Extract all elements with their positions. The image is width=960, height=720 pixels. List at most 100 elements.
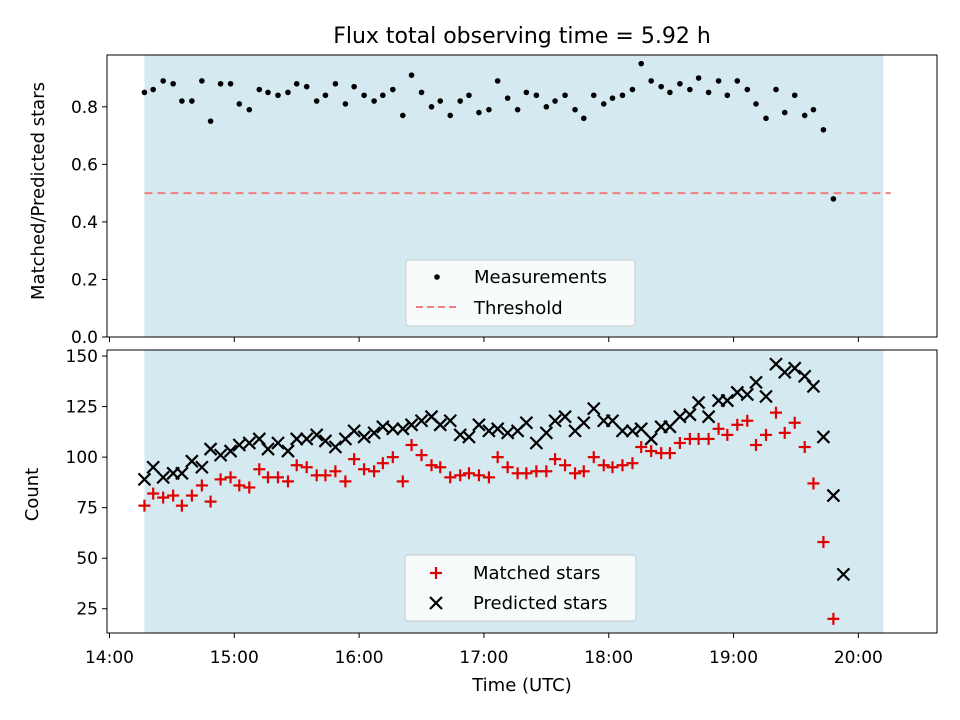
cross-stroke [318, 434, 333, 448]
matched-star-point [138, 499, 151, 512]
matched-star-point [425, 459, 438, 472]
matched-star-point [253, 463, 266, 476]
predicted-star-point [299, 432, 314, 446]
predicted-star-point [242, 436, 257, 450]
matched-star-point [577, 465, 590, 478]
matched-star-point [157, 491, 170, 504]
measurement-point [400, 112, 406, 119]
matched-star-point [587, 451, 600, 464]
predicted-star-point [673, 409, 687, 424]
measurement-point [486, 106, 492, 113]
cross-stroke [462, 430, 476, 444]
measurement-point [600, 101, 607, 107]
cross-stroke [429, 596, 443, 610]
measurement-points [141, 60, 837, 202]
cross-stroke [605, 413, 620, 428]
matched-star-point [540, 465, 553, 478]
matched-star-point [569, 467, 582, 480]
matched-star-point [750, 439, 763, 452]
predicted-star-point [787, 361, 802, 375]
predicted-star-point [185, 454, 199, 468]
measurement-point [715, 78, 722, 84]
predicted-star-point [539, 426, 554, 440]
x-tick-label: 14:00 [85, 648, 134, 668]
predicted-star-point [615, 424, 630, 438]
cross-stroke [376, 420, 390, 434]
matched-star-point [434, 461, 447, 474]
cross-stroke [644, 432, 658, 446]
matched-star-point [415, 449, 428, 462]
x-tick-label: 15:00 [210, 648, 259, 668]
x-tick-label: 18:00 [584, 648, 633, 668]
matched-star-point [167, 489, 180, 502]
predicted-star-point [386, 422, 400, 436]
cross-stroke [730, 385, 745, 400]
count-legend-box [404, 554, 637, 622]
count-y-tick-label: 150 [66, 347, 98, 367]
cross-stroke [386, 422, 400, 436]
measurement-point [303, 83, 310, 90]
measurement-point [677, 80, 683, 87]
predicted-star-point [490, 422, 505, 436]
cross-stroke [586, 401, 601, 416]
predicted-star-point [644, 432, 658, 446]
predicted-star-point [558, 409, 572, 424]
matched-star-point [482, 471, 495, 484]
cross-stroke [539, 426, 554, 440]
matched-star-point [290, 459, 303, 472]
cross-stroke [443, 413, 458, 428]
cross-stroke [500, 426, 515, 440]
measurement-point [667, 89, 673, 96]
predicted-star-point [836, 567, 851, 582]
predicted-star-point [289, 432, 304, 446]
measurement-point [275, 92, 281, 99]
measurement-point [437, 98, 444, 104]
predicted-star-point [137, 472, 152, 487]
cross-stroke [625, 424, 640, 438]
measurements-legend-marker [434, 274, 440, 280]
x-tick-label: 16:00 [335, 648, 384, 668]
predicted-star-point [749, 375, 763, 390]
measurement-point [734, 78, 741, 84]
cross-stroke [347, 424, 361, 438]
ratio-plot-frame [106, 54, 938, 338]
cross-stroke [404, 418, 419, 432]
measurement-point [141, 89, 148, 96]
measurement-point [476, 109, 482, 116]
matched-star-point [501, 461, 514, 474]
predicted-star-point [318, 434, 333, 448]
matched-star-point [663, 447, 676, 460]
matched-star-point [339, 475, 352, 488]
measurement-point [609, 95, 616, 101]
cross-stroke [357, 430, 371, 444]
measurement-point [658, 83, 664, 90]
measurement-point [830, 196, 837, 202]
measurement-point [810, 106, 817, 113]
measurement-point [207, 118, 214, 124]
measurement-point [687, 86, 693, 93]
predicted-star-point [396, 422, 410, 436]
measurement-point [428, 103, 435, 110]
x-tick-label: 17:00 [459, 648, 508, 668]
cross-stroke [175, 466, 189, 481]
matched-star-points [138, 406, 840, 625]
measurement-point [342, 101, 349, 107]
measurement-point [543, 103, 550, 110]
matched-star-point [224, 471, 237, 484]
x-axis-label: Time (UTC) [471, 675, 572, 696]
matched-star-point [827, 612, 840, 625]
predicted-star-point [146, 460, 160, 475]
predicted-stars-legend-marker [429, 596, 443, 610]
measurement-point [801, 112, 808, 119]
count-y-tick-label: 75 [76, 499, 98, 519]
cross-stroke [472, 418, 486, 432]
measurement-point [447, 112, 454, 119]
matched-star-point [368, 465, 381, 478]
matched-star-point [396, 475, 409, 488]
cross-stroke [701, 409, 716, 424]
count-y-tick-label: 25 [76, 600, 98, 620]
count-y-tick-label: 50 [76, 549, 98, 569]
matched-star-point [444, 471, 457, 484]
chart-title: Flux total observing time = 5.92 h [333, 24, 711, 49]
predicted-star-point [347, 424, 361, 438]
